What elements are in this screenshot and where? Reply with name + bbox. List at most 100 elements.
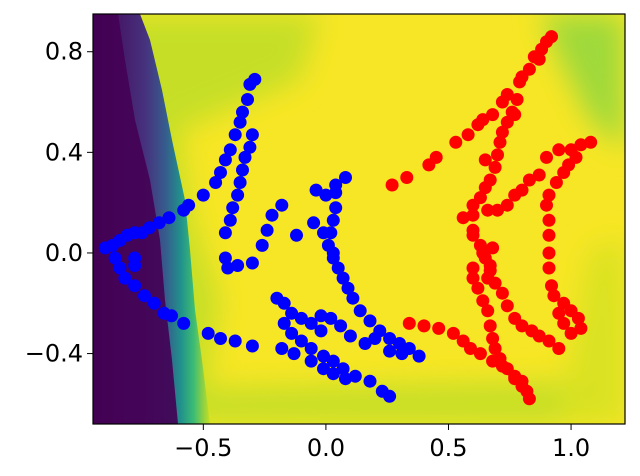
data-point [500,88,514,101]
y-tick-label: 0.0 [45,239,83,267]
data-point [285,306,299,320]
data-point [491,148,504,162]
data-point [343,329,357,343]
data-point [542,246,556,260]
data-point [532,329,546,343]
data-point [515,183,529,197]
data-point [473,347,487,361]
data-point [493,352,507,366]
data-point [108,251,122,265]
data-point [545,30,558,44]
x-tick-label: 0.0 [307,434,345,462]
data-point [557,316,571,330]
data-point [218,226,232,240]
data-point [275,198,289,212]
data-point [478,181,492,195]
data-point [339,171,352,184]
data-point [329,201,343,215]
data-point [231,259,245,272]
data-point [571,311,585,325]
data-point [319,188,333,202]
data-point [182,198,196,212]
data-point [574,321,588,335]
data-point [209,176,223,189]
data-point [245,256,259,270]
data-point [294,311,308,325]
data-point [552,143,566,157]
data-point [304,342,318,355]
data-point [221,261,235,275]
data-point [294,334,308,348]
data-point [142,221,156,235]
data-point [368,332,382,345]
x-tick-label: 1.0 [552,434,590,462]
data-point [540,150,553,164]
y-axis: 0.8 0.4 0.0 −0.4 [25,38,93,368]
data-point [228,334,242,348]
data-point [245,339,259,353]
data-point [138,289,151,303]
data-point [277,316,291,330]
data-point [500,362,514,376]
data-point [255,238,269,252]
data-point [277,296,291,310]
surface-top-right-band [540,14,625,150]
data-point [483,259,497,272]
data-point [304,354,318,368]
data-point [236,163,249,177]
data-point [491,203,504,217]
data-point [326,354,340,368]
data-point [314,309,328,323]
data-point [214,332,227,345]
data-point [331,261,345,275]
data-point [147,296,161,310]
data-point [265,208,279,222]
surface-darkest-region [93,14,178,424]
y-tick-label: 0.4 [45,138,83,166]
data-point [128,259,142,272]
data-point [290,228,303,242]
data-point [152,216,166,230]
data-point [461,128,475,142]
data-point [248,72,262,86]
data-point [165,309,178,323]
data-point [326,246,340,260]
data-point [574,138,588,152]
data-point [481,271,495,285]
data-point [542,228,556,242]
data-point [304,316,318,330]
data-point [549,176,563,189]
data-point [233,115,247,129]
data-point [540,198,553,212]
x-tick-label: 0.5 [429,434,467,462]
data-point [476,113,490,127]
data-point [383,389,397,403]
data-point [542,261,556,275]
data-point [464,342,477,355]
decision-surface [93,14,625,424]
data-point [339,372,352,386]
data-point [481,203,495,217]
data-point [353,304,367,318]
data-point [471,281,485,295]
surface-right-band [560,240,625,424]
data-point [341,281,355,295]
data-point [383,344,397,358]
data-point [383,332,397,345]
surface-bottom-band [93,380,625,424]
data-point [417,319,431,333]
data-point [346,291,360,305]
data-point [228,128,242,142]
data-point [495,286,509,300]
data-point [510,93,524,106]
data-point [317,349,330,363]
data-point [363,314,377,328]
data-point [483,319,497,333]
data-point [515,319,529,333]
data-point [162,211,176,225]
data-point [275,342,289,355]
data-point [552,306,566,320]
data-point [218,153,232,167]
data-point [395,347,409,361]
data-point [223,213,237,227]
